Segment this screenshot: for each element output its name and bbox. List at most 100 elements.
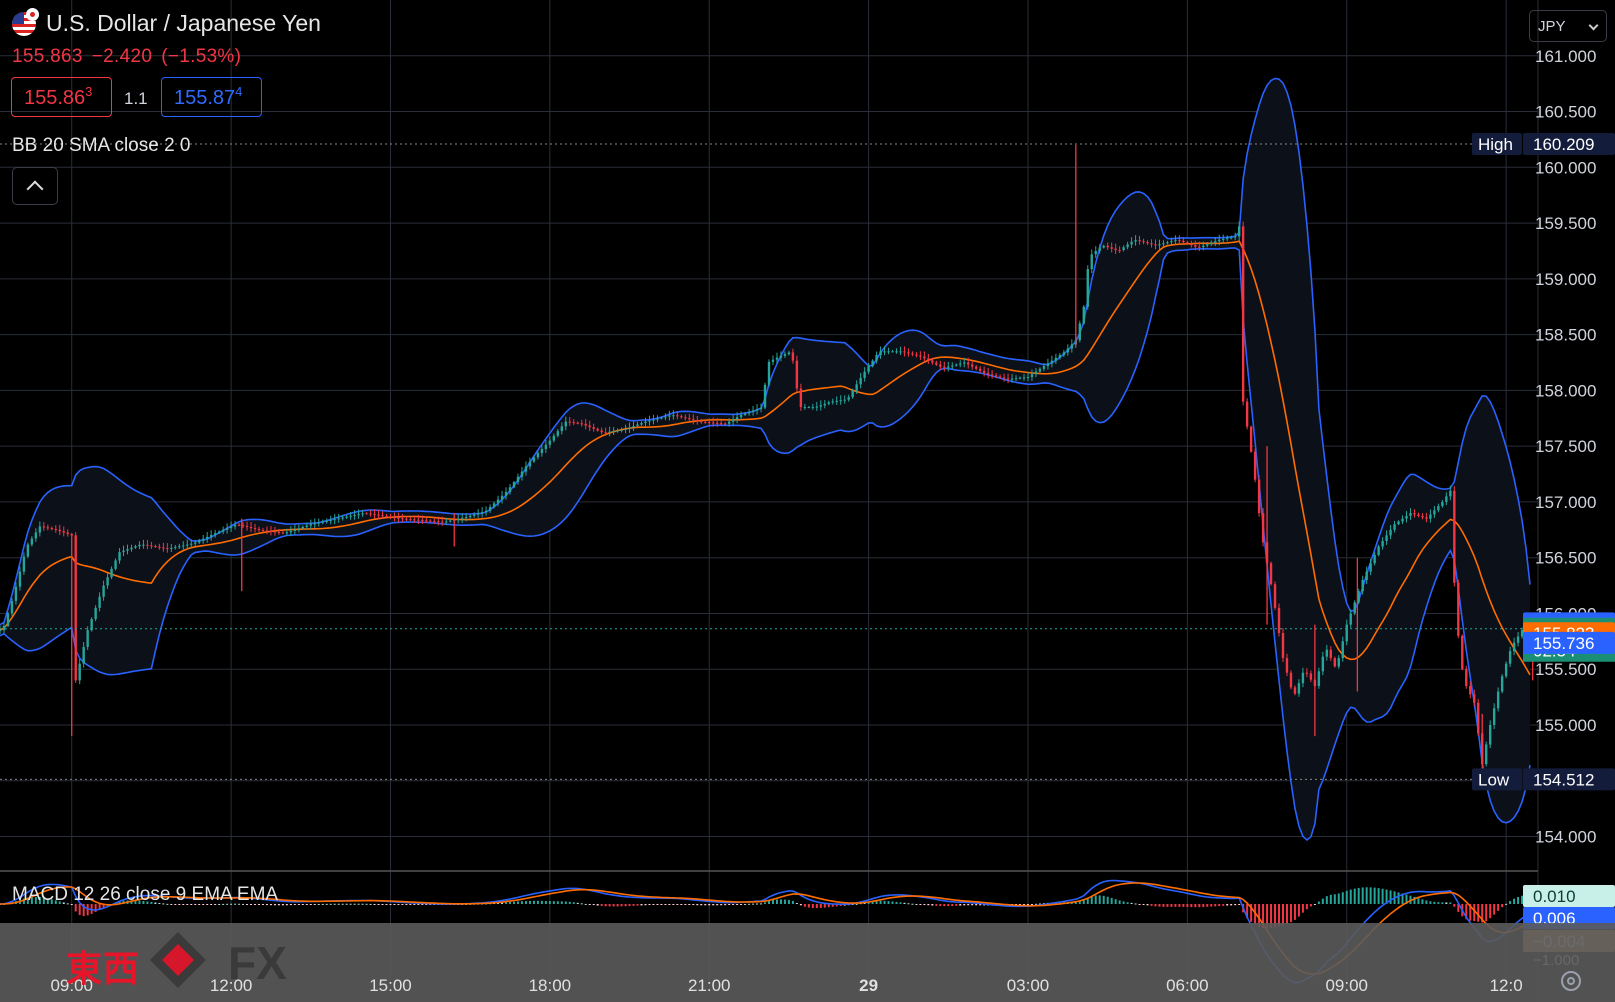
macd-histogram-bar bbox=[214, 904, 217, 905]
candle-body bbox=[767, 361, 771, 385]
macd-histogram-bar bbox=[1453, 904, 1456, 907]
buy-button[interactable]: 155.874 bbox=[161, 77, 262, 117]
macd-histogram-bar bbox=[190, 904, 193, 905]
price-axis[interactable]: 161.000 160.500 160.000 159.500 159.000 158.5… bbox=[1535, 47, 1596, 847]
candle-body bbox=[779, 355, 783, 358]
candle-body bbox=[508, 487, 512, 493]
macd-histogram-bar bbox=[811, 904, 814, 909]
candle-body bbox=[747, 411, 751, 414]
candle-body bbox=[460, 518, 464, 520]
macd-histogram-bar bbox=[154, 902, 157, 904]
macd-histogram-bar bbox=[210, 904, 213, 905]
candle-body bbox=[182, 545, 185, 547]
macd-histogram-bar bbox=[544, 900, 547, 904]
sell-button[interactable]: 155.863 bbox=[11, 77, 112, 117]
candle-body bbox=[409, 519, 412, 521]
macd-histogram-bar bbox=[1513, 898, 1516, 904]
macd-histogram-bar bbox=[552, 901, 555, 904]
candle-body bbox=[2, 626, 6, 631]
macd-histogram-bar bbox=[560, 901, 563, 904]
macd-histogram-bar bbox=[680, 904, 683, 905]
candle-body bbox=[1261, 513, 1265, 543]
candle-body bbox=[1150, 243, 1153, 245]
candle-body bbox=[6, 613, 10, 627]
candle-body bbox=[1337, 658, 1340, 667]
macd-histogram-bar bbox=[692, 904, 695, 906]
macd-histogram-bar bbox=[752, 903, 755, 905]
candle-body bbox=[632, 426, 635, 428]
candle-body bbox=[1170, 241, 1173, 243]
bollinger-lower-band bbox=[0, 247, 1531, 842]
candle-body bbox=[971, 364, 974, 367]
collapse-chevron-up-icon[interactable] bbox=[12, 167, 58, 205]
candle-body bbox=[1516, 636, 1520, 643]
macd-histogram-bar bbox=[748, 903, 751, 905]
candle-body bbox=[799, 388, 803, 408]
macd-histogram-bar bbox=[556, 901, 559, 904]
macd-histogram-bar bbox=[708, 904, 711, 906]
candle-body bbox=[14, 586, 18, 601]
settings-gear-icon[interactable] bbox=[1561, 971, 1581, 991]
spread-value: 1.1 bbox=[124, 89, 148, 108]
macd-legend[interactable]: MACD 12 26 close 9 EMA EMA bbox=[12, 884, 279, 905]
candle-body bbox=[727, 421, 731, 424]
macd-histogram-bar bbox=[497, 902, 500, 904]
candle-body bbox=[1269, 563, 1273, 585]
candle-body bbox=[357, 514, 360, 516]
candle-body bbox=[54, 528, 57, 530]
candle-body bbox=[1126, 244, 1129, 248]
macd-histogram-bar bbox=[289, 904, 292, 906]
macd-histogram-bar bbox=[1154, 904, 1157, 907]
macd-histogram-bar bbox=[26, 897, 29, 904]
candle-body bbox=[839, 400, 842, 402]
macd-histogram-bar bbox=[1034, 903, 1037, 905]
candle-body bbox=[190, 543, 193, 545]
candle-body bbox=[1353, 602, 1356, 614]
candle-body bbox=[317, 522, 320, 524]
macd-histogram-bar bbox=[684, 904, 687, 905]
time-axis[interactable]: 09:00 12:00 15:00 18:00 21:00 29 03:00 06:00 09:… bbox=[0, 923, 1615, 1002]
macd-histogram-bar bbox=[528, 900, 531, 904]
macd-histogram-bar bbox=[943, 904, 946, 907]
macd-histogram-bar bbox=[724, 904, 727, 906]
macd-histogram-bar bbox=[218, 903, 221, 905]
macd-histogram-bar bbox=[568, 901, 571, 904]
bollinger-legend[interactable]: BB 20 SMA close 2 0 bbox=[12, 135, 191, 156]
candle-body bbox=[735, 417, 739, 420]
candle-body bbox=[955, 364, 958, 366]
macd-histogram-bar bbox=[1481, 904, 1484, 923]
macd-histogram-bar bbox=[1449, 902, 1452, 904]
macd-histogram-bar bbox=[1305, 904, 1308, 910]
macd-histogram-bar bbox=[1425, 900, 1428, 904]
candle-body bbox=[42, 526, 46, 528]
candle-body bbox=[708, 422, 711, 424]
currency-selector[interactable]: JPY bbox=[1529, 10, 1607, 42]
macd-histogram-bar bbox=[1094, 895, 1097, 904]
macd-histogram-bar bbox=[704, 904, 707, 906]
candle-body bbox=[684, 417, 687, 419]
candle-body bbox=[385, 515, 388, 517]
candle-body bbox=[441, 521, 444, 523]
symbol-title[interactable]: U.S. Dollar / Japanese Yen bbox=[46, 10, 321, 36]
macd-histogram-bar bbox=[273, 904, 276, 906]
last-price: 155.863 bbox=[12, 46, 83, 67]
candle-body bbox=[78, 663, 81, 681]
macd-histogram-bar bbox=[1238, 904, 1241, 905]
candle-body bbox=[138, 544, 141, 547]
macd-histogram-bar bbox=[246, 904, 249, 905]
candle-body bbox=[540, 448, 544, 454]
macd-histogram-bar bbox=[401, 904, 404, 905]
macd-histogram-bar bbox=[226, 903, 229, 905]
candle-body bbox=[500, 495, 504, 500]
candle-body bbox=[668, 415, 671, 417]
macd-histogram-bar bbox=[971, 904, 974, 906]
candle-body bbox=[923, 356, 926, 359]
candle-body bbox=[1226, 238, 1229, 240]
macd-histogram-bar bbox=[158, 902, 161, 904]
macd-histogram-bar bbox=[827, 904, 830, 908]
candle-body bbox=[174, 547, 177, 549]
candle-body bbox=[333, 519, 336, 521]
candle-body bbox=[241, 524, 245, 526]
macd-histogram-bar bbox=[1178, 904, 1181, 907]
